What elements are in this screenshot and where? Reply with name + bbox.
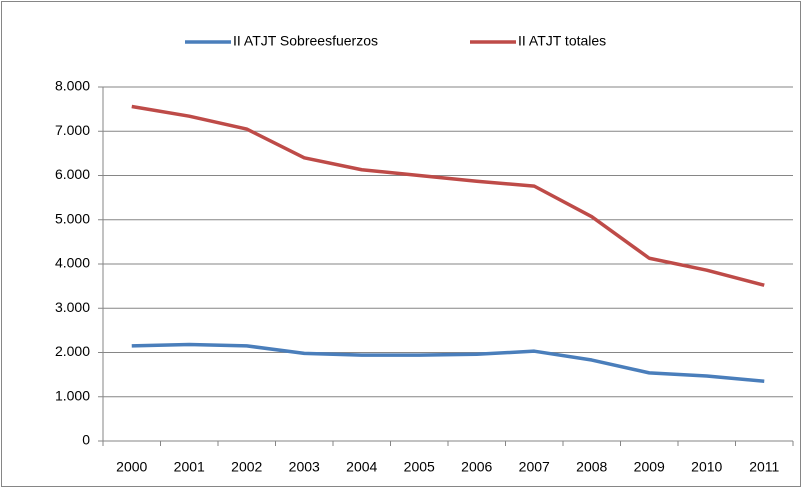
x-tick-label: 2010 [691,459,722,475]
legend-label: II ATJT Sobreesfuerzos [233,33,378,49]
x-tick-label: 2003 [289,459,320,475]
y-tick-label: 6.000 [55,166,90,182]
x-tick-label: 2007 [519,459,550,475]
x-tick-label: 2005 [404,459,435,475]
y-tick-label: 1.000 [55,387,90,403]
y-tick-label: 7.000 [55,122,90,138]
x-tick-label: 2002 [231,459,262,475]
x-tick-label: 2009 [634,459,665,475]
y-tick-label: 4.000 [55,255,90,271]
x-tick-label: 2011 [749,459,779,475]
y-tick-label: 3.000 [55,299,90,315]
y-tick-label: 8.000 [55,78,90,94]
x-tick-label: 2004 [346,459,377,475]
x-tick-label: 2000 [116,459,147,475]
y-tick-label: 5.000 [55,210,90,226]
series-line [131,342,765,384]
series-line [131,104,765,287]
y-tick-label: 2.000 [55,343,90,359]
x-tick-label: 2006 [461,459,492,475]
x-tick-label: 2001 [174,459,205,475]
legend-label: II ATJT totales [518,33,606,49]
y-tick-label: 0 [82,432,90,448]
x-tick-label: 2008 [576,459,607,475]
